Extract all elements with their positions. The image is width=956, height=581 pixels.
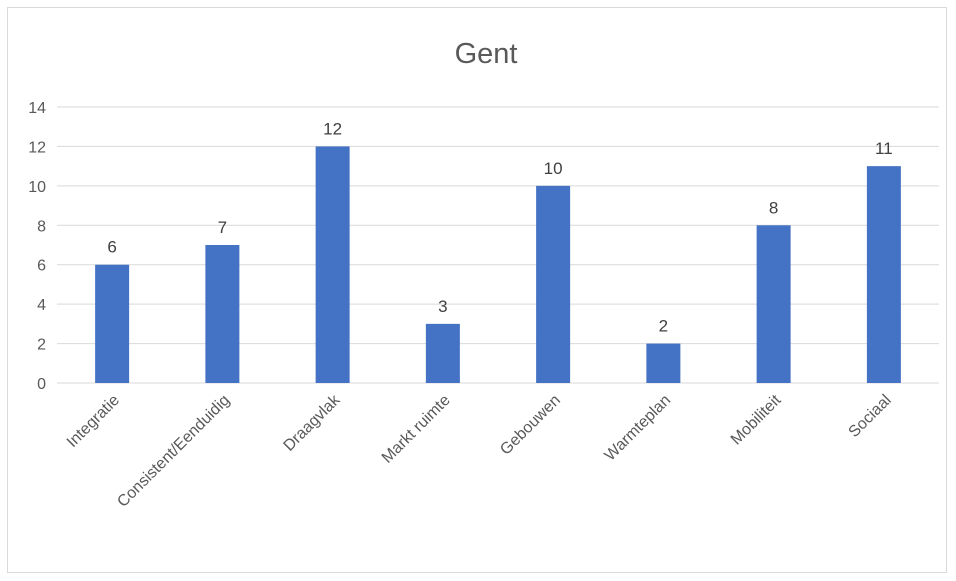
bar [315,146,350,383]
x-tick-label: Integratie [64,392,123,451]
x-tick-label: Consistent/Eenduidig [114,392,233,511]
y-tick-label: 2 [37,337,46,354]
y-tick-label: 14 [28,100,46,117]
y-tick-label: 4 [37,297,46,314]
bar [95,264,130,383]
x-tick-label: Mobiliteit [728,391,785,448]
y-tick-label: 8 [37,218,46,235]
bar [536,185,571,383]
bars [95,146,901,383]
data-labels: 6 7 12 3 10 2 8 11 [107,119,892,335]
chart-title: Gent [455,38,518,70]
data-label: 12 [323,119,342,138]
gridlines [57,106,939,384]
y-tick-label: 6 [37,258,46,275]
bar [756,225,791,383]
y-axis-tick-labels: 0 2 4 6 8 10 12 14 [28,100,46,393]
y-tick-label: 12 [28,139,46,156]
data-label: 7 [218,218,227,237]
data-label: 8 [769,198,778,217]
data-label: 2 [659,317,668,336]
data-label: 11 [875,139,893,158]
bar [425,323,460,383]
x-tick-label: Gebouwen [497,392,564,459]
data-label: 6 [107,238,116,257]
x-tick-label: Markt ruimte [379,392,454,467]
bar [205,245,240,383]
x-tick-label: Sociaal [846,392,895,441]
x-tick-label: Warmteplan [602,392,675,465]
data-label: 3 [438,297,447,316]
x-tick-label: Draagvlak [280,391,344,455]
y-tick-label: 10 [28,179,46,196]
bar [866,166,901,383]
data-label: 10 [544,159,563,178]
bar [646,343,681,383]
y-tick-label: 0 [37,376,46,393]
